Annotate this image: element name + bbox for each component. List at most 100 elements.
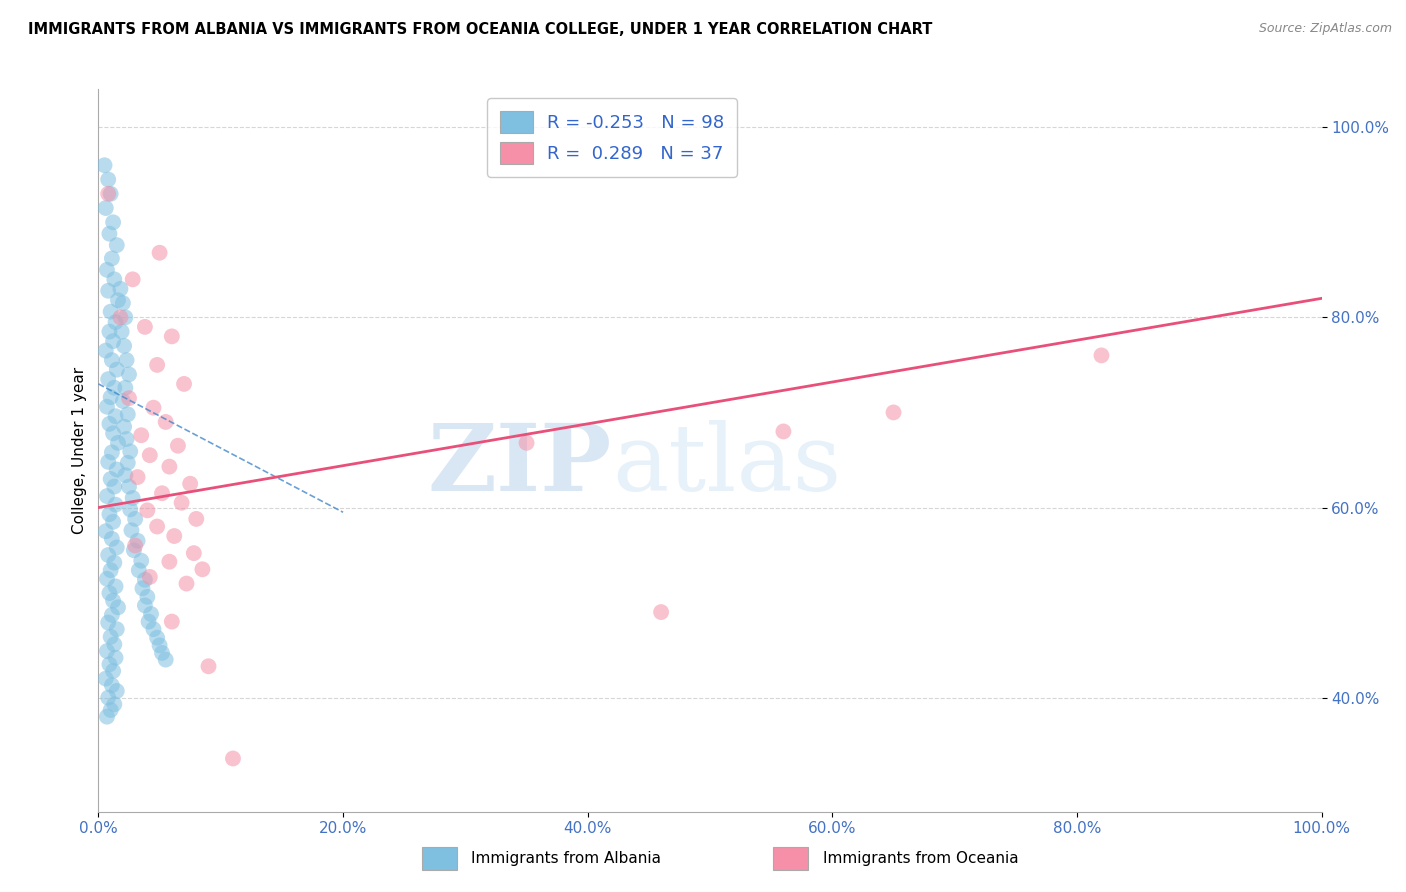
Point [107, 600, 129, 615]
Point [101, 252, 124, 266]
Text: Immigrants from Albania: Immigrants from Albania [471, 851, 661, 866]
Point [101, 426, 124, 441]
Point [103, 480, 125, 494]
Point [146, 358, 169, 372]
Point [100, 703, 122, 717]
Point [105, 462, 128, 476]
Point [120, 502, 142, 516]
Point [149, 638, 172, 652]
Point [1090, 348, 1112, 362]
Point [110, 310, 132, 325]
Point [118, 480, 141, 494]
Point [104, 579, 127, 593]
Point [163, 529, 186, 543]
Point [157, 555, 180, 569]
Point [121, 491, 143, 505]
Point [101, 607, 124, 622]
Point [98, 325, 121, 339]
Point [107, 435, 129, 450]
Point [101, 678, 124, 692]
Point [100, 390, 122, 404]
Point [117, 456, 139, 470]
Point [101, 215, 124, 229]
Point [134, 573, 156, 587]
Point [101, 664, 124, 678]
Point [100, 186, 122, 201]
Point [105, 622, 128, 636]
Point [97, 284, 120, 298]
Point [103, 637, 125, 651]
Point [120, 444, 142, 458]
Point [167, 439, 190, 453]
Point [134, 319, 156, 334]
Point [139, 607, 162, 621]
Point [114, 381, 136, 395]
Point [155, 652, 177, 666]
Point [124, 539, 146, 553]
Point [118, 368, 141, 382]
Point [100, 304, 122, 318]
Point [115, 353, 138, 368]
Point [96, 400, 118, 414]
Point [117, 407, 139, 422]
Point [121, 272, 143, 286]
Point [101, 593, 124, 607]
Point [138, 615, 160, 629]
Point [128, 563, 150, 577]
Point [124, 512, 146, 526]
Point [142, 401, 165, 415]
Point [134, 599, 156, 613]
Point [136, 590, 159, 604]
Point [100, 472, 122, 486]
Point [93, 158, 115, 172]
Point [160, 615, 183, 629]
Point [103, 272, 125, 286]
Point [101, 353, 124, 368]
Point [101, 334, 124, 348]
Y-axis label: College, Under 1 year: College, Under 1 year [72, 367, 87, 534]
Point [111, 296, 134, 310]
Text: ZIP: ZIP [427, 420, 612, 510]
Point [100, 630, 122, 644]
Point [98, 586, 121, 600]
Point [96, 263, 118, 277]
Point [118, 391, 141, 405]
Point [222, 751, 245, 765]
Point [197, 659, 219, 673]
Point [150, 486, 173, 500]
Point [173, 376, 195, 391]
Point [115, 432, 138, 446]
Point [105, 238, 128, 252]
Text: Source: ZipAtlas.com: Source: ZipAtlas.com [1258, 22, 1392, 36]
Point [883, 405, 905, 419]
Text: Immigrants from Oceania: Immigrants from Oceania [823, 851, 1018, 866]
Point [157, 459, 180, 474]
Legend: R = -0.253   N = 98, R =  0.289   N = 37: R = -0.253 N = 98, R = 0.289 N = 37 [488, 98, 737, 177]
Point [98, 657, 121, 672]
Point [127, 533, 149, 548]
Point [97, 615, 120, 630]
Point [101, 532, 124, 546]
Point [179, 476, 201, 491]
Point [142, 622, 165, 636]
Point [97, 372, 120, 386]
Point [131, 582, 153, 596]
Point [111, 325, 134, 339]
Point [103, 556, 125, 570]
Point [103, 698, 125, 712]
Point [110, 282, 132, 296]
Point [650, 605, 672, 619]
Point [191, 562, 214, 576]
Point [97, 690, 120, 705]
Point [146, 631, 169, 645]
Point [149, 245, 172, 260]
Point [160, 329, 183, 343]
Point [105, 684, 128, 698]
Point [515, 435, 537, 450]
Point [97, 548, 120, 562]
Point [104, 498, 127, 512]
Point [186, 512, 208, 526]
Point [96, 644, 118, 658]
Point [170, 496, 193, 510]
Point [129, 554, 152, 568]
